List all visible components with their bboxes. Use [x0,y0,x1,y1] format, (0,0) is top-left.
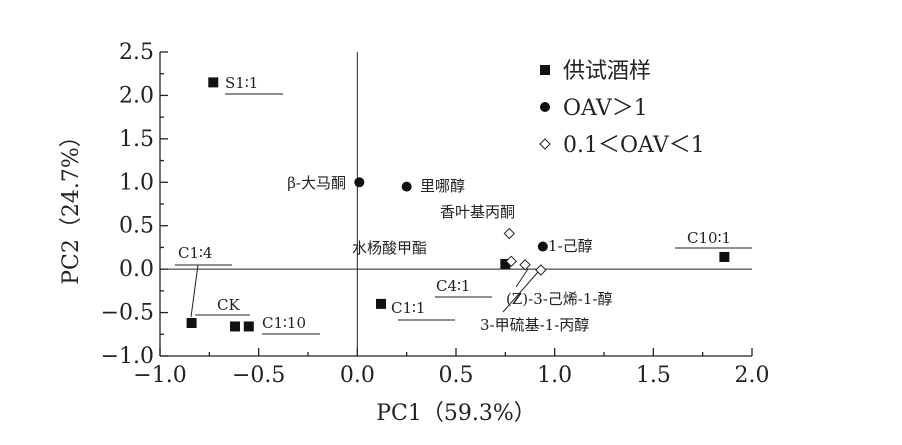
circle-marker [354,177,365,188]
point-label: C1∶4 [178,244,212,262]
diamond-marker [535,264,547,276]
square-marker [376,298,387,309]
y-tick-label: 2.5 [119,40,154,65]
y-tick-label: 0.0 [119,257,154,282]
point-label: C4∶1 [436,277,470,295]
legend-circle-icon [540,102,550,112]
point-label: 水杨酸甲酯 [352,239,427,257]
point-label: CK [217,296,240,314]
point-label: C1∶10 [262,314,306,332]
square-marker [186,317,197,328]
x-tick-label: 0.0 [340,363,375,388]
y-tick-label: 1.0 [119,170,154,195]
square-marker [208,77,219,88]
x-tick-label: −0.5 [232,363,285,388]
legend-diamond-icon [539,138,551,150]
point-label: (Z)-3-己烯-1-醇 [506,290,613,308]
x-axis-title: PC1（59.3%） [376,401,536,426]
y-axis-title: PC2（24.7%） [59,125,84,285]
point-label: S1∶1 [225,74,258,92]
legend-label: OAV＞1 [563,96,648,121]
y-tick-label: 2.0 [119,83,154,108]
y-tick-label: −0.5 [101,301,154,326]
point-label: β-大马酮 [287,174,346,192]
point-label: C1∶1 [391,299,425,317]
x-tick-label: 0.5 [439,363,474,388]
legend-square-icon [540,65,550,75]
leader-line [502,271,539,313]
x-tick-label: 1.0 [537,363,572,388]
leader-line [515,268,529,288]
circle-marker [401,181,412,192]
square-marker [243,321,254,332]
legend-label: 0.1＜OAV＜1 [563,133,705,158]
point-label: C10∶1 [687,229,731,247]
point-label: 香叶基丙酮 [440,203,515,221]
y-tick-label: 0.5 [119,214,154,239]
point-label: 1-己醇 [548,237,593,255]
x-tick-label: −1.0 [133,363,186,388]
square-marker [719,251,730,262]
diamond-marker [503,227,515,240]
circle-marker [537,241,548,252]
y-tick-label: −1.0 [101,344,154,369]
diamond-marker [505,255,517,268]
point-label: 里哪醇 [420,177,465,195]
x-tick-label: 1.5 [636,363,671,388]
square-marker [229,321,240,332]
point-label: 3-甲硫基-1-丙醇 [480,316,589,334]
x-tick-label: 2.0 [735,363,770,388]
legend-label: 供试酒样 [563,59,651,84]
square-marker [500,258,511,269]
leader-line [190,264,199,318]
y-tick-label: 1.5 [119,127,154,152]
diamond-marker [519,259,531,271]
